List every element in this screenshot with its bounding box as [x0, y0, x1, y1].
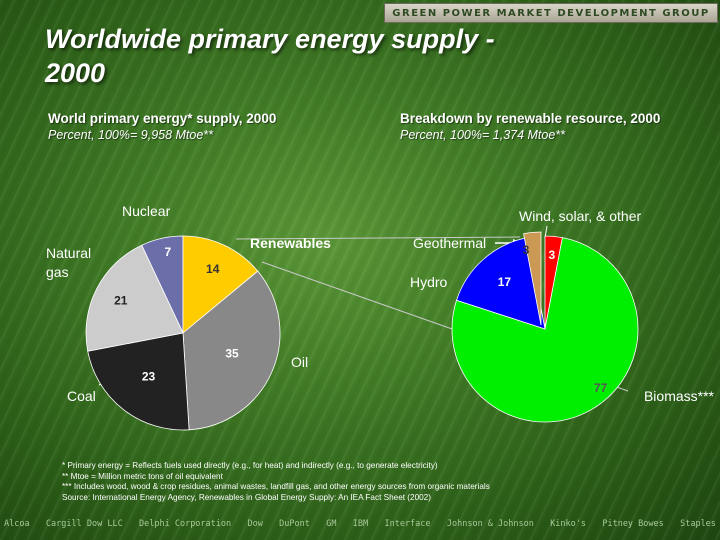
- slice-coal: [87, 332, 190, 431]
- sponsor-name: Interface: [384, 519, 431, 529]
- brand-text: GREEN POWER MARKET DEVELOPMENT GROUP: [392, 7, 710, 19]
- footnote-source: Source: International Energy Agency, Ren…: [62, 492, 431, 502]
- slice-biomass: [451, 237, 639, 423]
- slice-renewables: [182, 235, 259, 334]
- oil-value-label: 35: [225, 346, 239, 360]
- renewables-pie: [451, 231, 639, 423]
- renewables-value-label: 14: [206, 262, 220, 276]
- left-chart-subtitle: World primary energy* supply, 2000: [48, 111, 277, 126]
- title-line-2: 2000: [45, 58, 106, 88]
- connector-line-top: [235, 236, 521, 240]
- sponsor-name: Delphi Corporation: [139, 519, 232, 529]
- natural-gas-category-label-line-2: gas: [46, 264, 69, 280]
- coal-category-label: Coal: [67, 388, 96, 404]
- natural-gas-category-label: Natural: [46, 245, 91, 261]
- sponsor-name: DuPont: [279, 519, 310, 529]
- slice-hydro: [456, 237, 546, 330]
- biomass-value-label: 77: [594, 381, 608, 395]
- sponsor-bar: Alcoa Cargill Dow LLC Delphi Corporation…: [0, 519, 720, 533]
- natural-gas-value-label: 21: [114, 293, 128, 307]
- right-chart-subnote: Percent, 100%= 1,374 Mtoe**: [400, 128, 566, 142]
- primary-energy-labels: 7 14 35 23 21 Nuclear Renewables Oil Coal Natural…: [46, 203, 331, 404]
- hydro-category-label: Hydro: [410, 274, 448, 290]
- sponsor-name: Pitney Bowes: [602, 519, 664, 529]
- slice-natural-gas: [85, 244, 184, 352]
- footnotes: * Primary energy = Reflects fuels used d…: [62, 461, 702, 503]
- renewables-labels: 3 77 17 3 Wind, solar, & other Biomass*** Hydr…: [410, 208, 715, 404]
- sponsor-name: Dow: [247, 519, 263, 529]
- sponsor-name: Kinko's: [550, 519, 587, 529]
- slice-oil: [182, 270, 281, 431]
- nuclear-value-label: 7: [164, 245, 171, 259]
- wind-solar-value-label: 3: [548, 248, 555, 262]
- footnote-mtoe: ** Mtoe = Million metric tons of oil equ…: [62, 471, 223, 481]
- left-chart-subnote: Percent, 100%= 9,958 Mtoe**: [48, 128, 214, 142]
- renewables-category-label: Renewables: [250, 235, 331, 251]
- sponsor-name: IBM: [352, 519, 369, 529]
- sponsor-name: Johnson & Johnson: [446, 519, 534, 529]
- biomass-category-label: Biomass***: [644, 388, 715, 404]
- primary-energy-pie: [85, 235, 281, 431]
- sponsor-name: Cargill Dow LLC: [45, 519, 123, 529]
- coal-value-label: 23: [142, 370, 156, 384]
- wind-solar-category-label: Wind, solar, & other: [519, 208, 642, 224]
- footnote-biomass: *** Includes wood, wood & crop residues,…: [62, 482, 490, 492]
- nuclear-category-label: Nuclear: [122, 203, 171, 219]
- footnote-primary-energy: * Primary energy = Reflects fuels used d…: [62, 461, 438, 470]
- title-line-1: Worldwide primary energy supply -: [45, 24, 495, 54]
- brand-banner: GREEN POWER MARKET DEVELOPMENT GROUP: [384, 3, 718, 23]
- slide-title: Worldwide primary energy supply - 2000: [45, 22, 605, 90]
- sponsor-name: Staples: [680, 519, 716, 529]
- sponsor-name: GM: [326, 519, 337, 529]
- slice-geothermal: [523, 231, 542, 326]
- oil-category-label: Oil: [291, 354, 308, 370]
- geothermal-value-label: 3: [523, 243, 530, 257]
- sponsor-name: Alcoa: [4, 519, 30, 529]
- right-chart-subtitle: Breakdown by renewable resource, 2000: [400, 111, 661, 126]
- geothermal-category-label: Geothermal: [413, 235, 486, 251]
- hydro-value-label: 17: [498, 275, 512, 289]
